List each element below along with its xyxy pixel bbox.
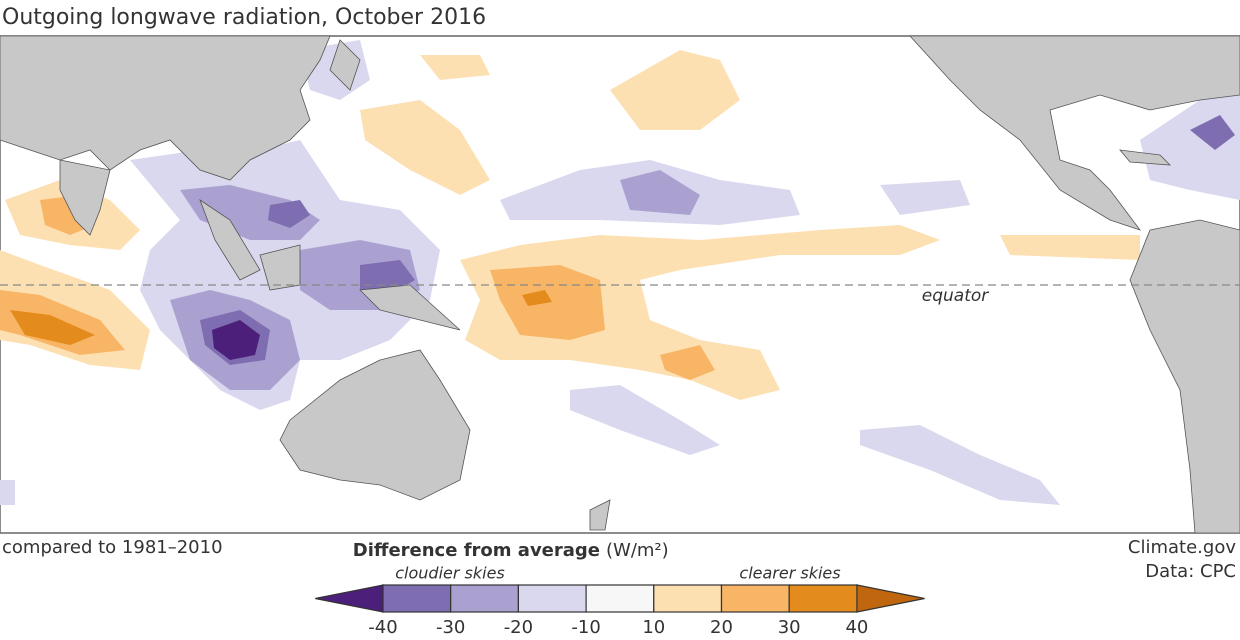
credit: Climate.gov <box>1128 537 1236 558</box>
legend-high-arrow <box>856 584 925 613</box>
map: equator <box>0 35 1240 534</box>
legend-tick-label: -30 <box>436 617 465 638</box>
source: Data: CPC <box>1145 561 1236 582</box>
legend-bin <box>517 584 587 613</box>
legend-tick-label: 40 <box>845 617 868 638</box>
baseline-note: compared to 1981–2010 <box>2 537 223 558</box>
legend-tick-label: 10 <box>642 617 665 638</box>
equator-label: equator <box>922 286 990 306</box>
legend-tick-label: -40 <box>368 617 397 638</box>
legend-bin <box>450 584 520 613</box>
legend-tick-label: 30 <box>778 617 801 638</box>
legend-bin <box>382 584 452 613</box>
legend-units: (W/m²) <box>606 540 669 561</box>
legend-bin <box>653 584 723 613</box>
legend-bin <box>585 584 655 613</box>
legend-tick-label: 20 <box>710 617 733 638</box>
legend-title: Difference from average <box>353 540 600 561</box>
legend-bin <box>788 584 858 613</box>
legend-tick-label: -20 <box>504 617 533 638</box>
legend-low-arrow <box>315 584 384 613</box>
legend: Difference from average (W/m²) cloudier … <box>315 540 925 638</box>
low-label: cloudier skies <box>395 564 505 583</box>
legend-tick-label: -10 <box>571 617 600 638</box>
title: Outgoing longwave radiation, October 201… <box>2 5 486 30</box>
legend-bin <box>720 584 790 613</box>
high-label: clearer skies <box>739 564 840 583</box>
